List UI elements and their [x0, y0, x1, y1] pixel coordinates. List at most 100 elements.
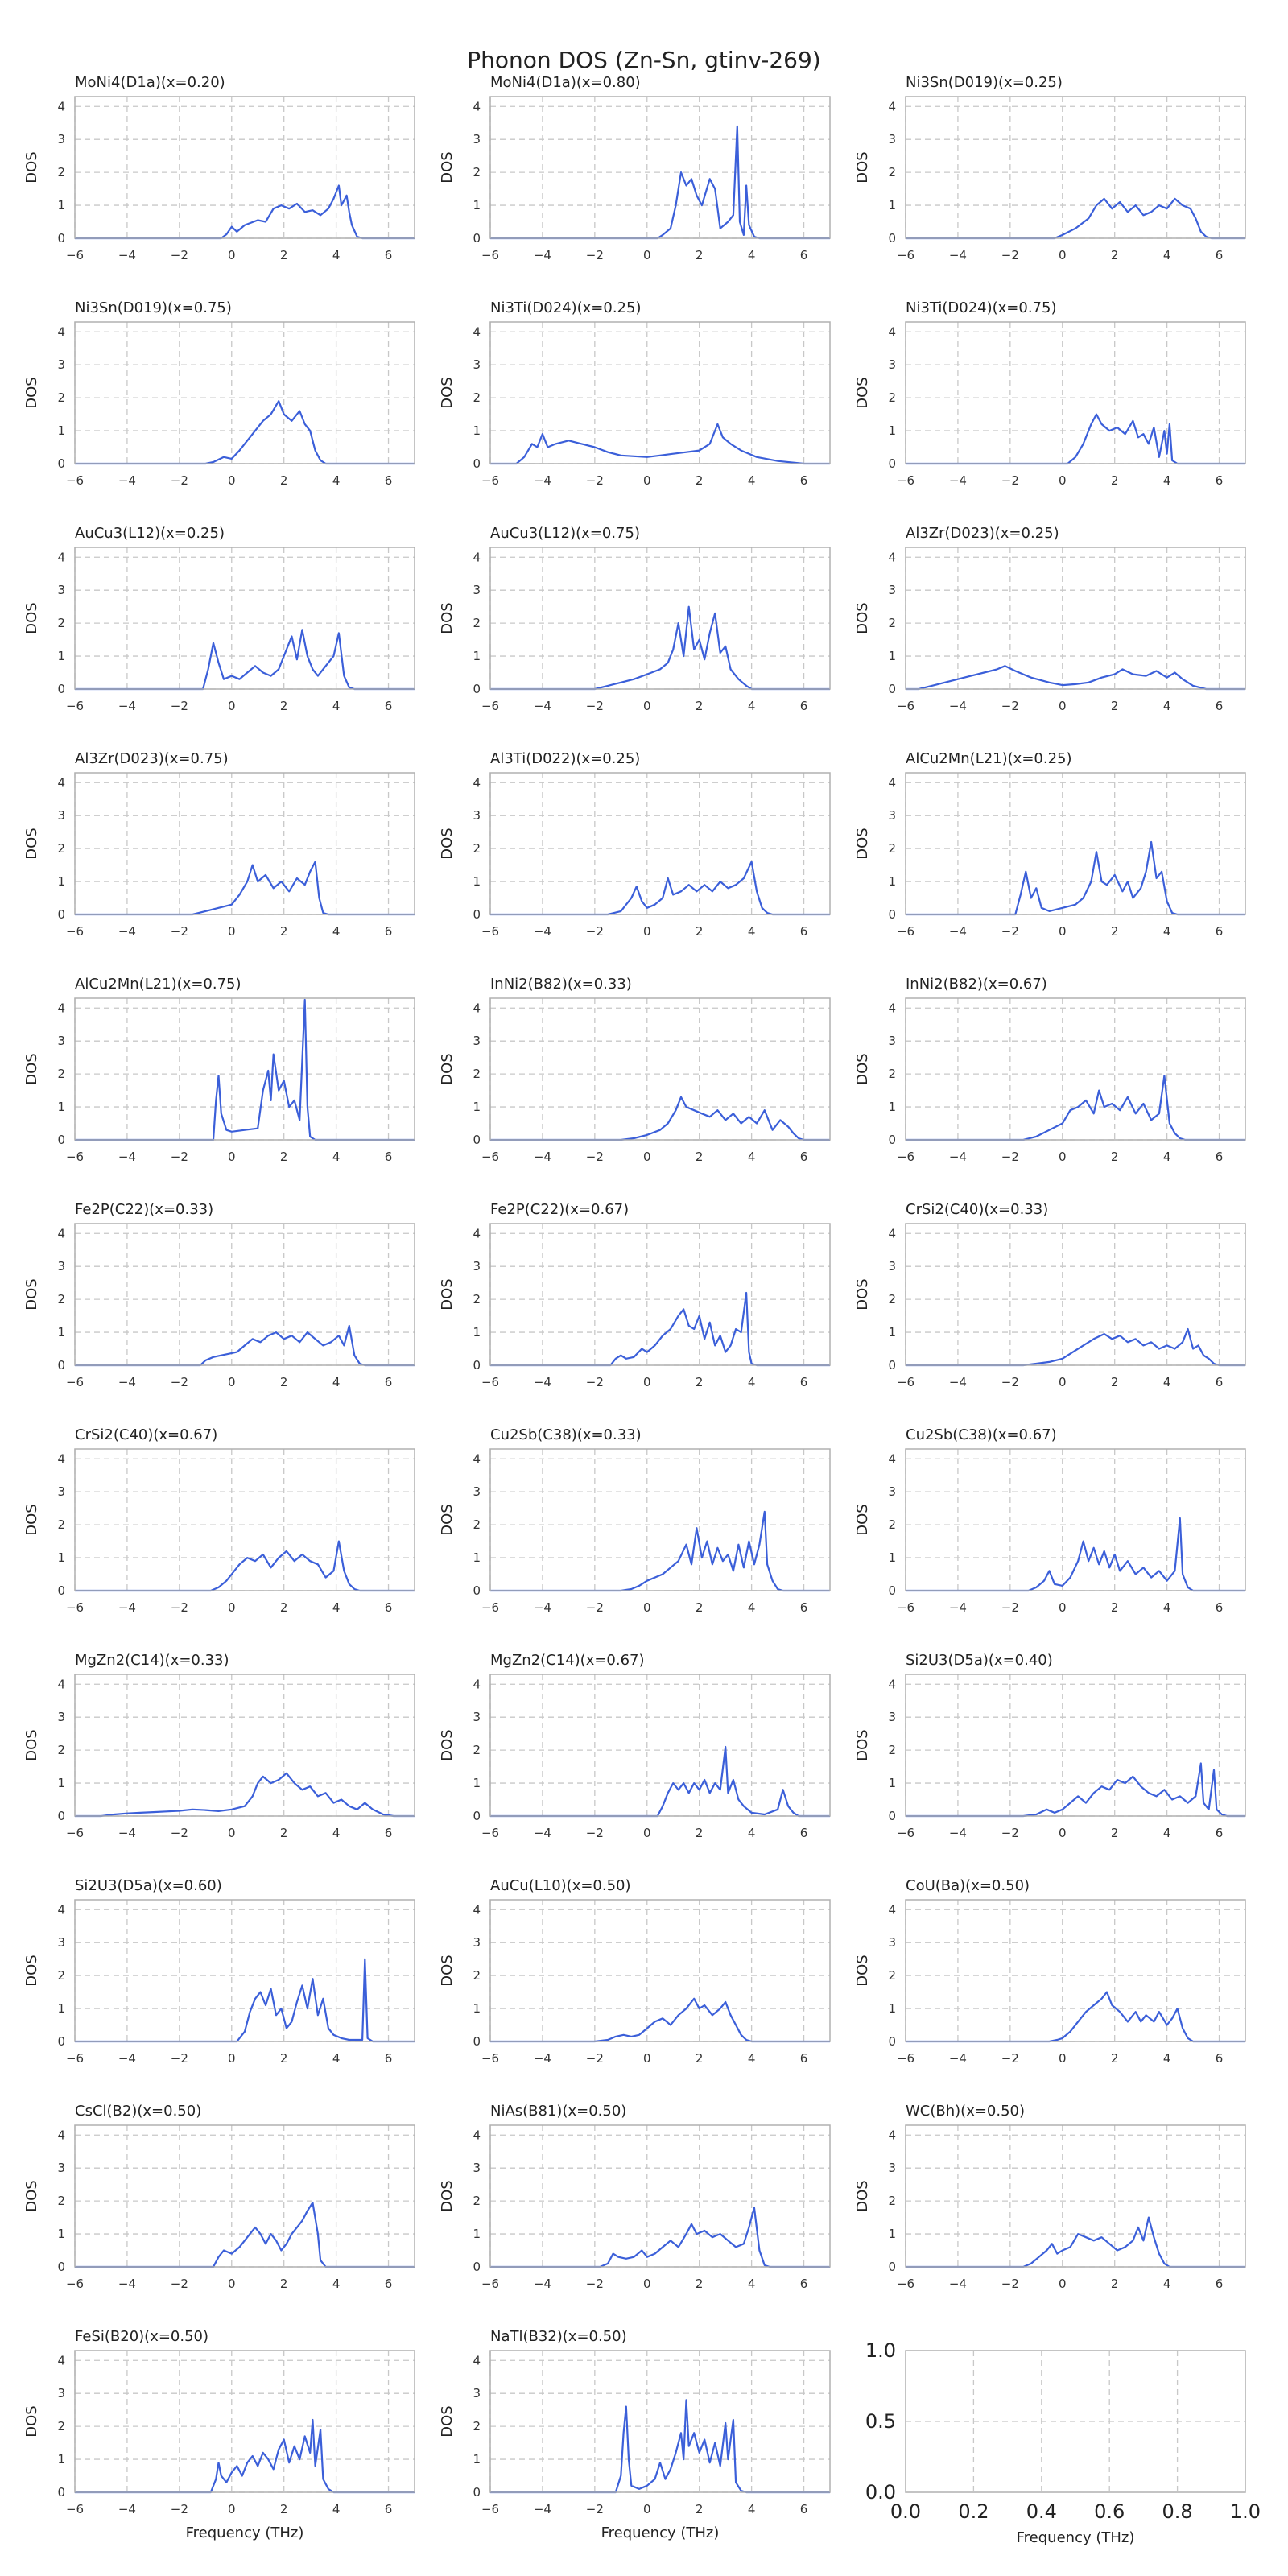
x-tick-label: 6 [1216, 2277, 1224, 2291]
y-tick-label: 4 [888, 550, 896, 564]
x-tick-label: 2 [696, 924, 704, 939]
dos-panel: −6 −4 −2 0 2 4 6 0 1 2 3 4 NiAs(B81)(x=0.50) DOS [439, 2103, 831, 2291]
panel-title: Ni3Sn(D019)(x=0.75) [75, 299, 232, 316]
y-tick-label: 1 [57, 423, 65, 438]
y-axis-label: DOS [854, 151, 871, 183]
dos-panel: −6 −4 −2 0 2 4 6 0 1 2 3 4 Fe2P(C22)(x=0.33) DOS [23, 1201, 415, 1389]
plot-area [75, 998, 415, 1140]
x-tick-label: 0 [228, 2051, 236, 2066]
y-tick-label: 1.0 [865, 2339, 896, 2362]
plot-frame [905, 1674, 1246, 1817]
panel-title: Ni3Sn(D019)(x=0.25) [906, 74, 1063, 91]
x-tick-label: −6 [897, 924, 914, 939]
x-tick-label: 0 [1059, 1375, 1067, 1389]
panel-title: MoNi4(D1a)(x=0.80) [490, 74, 641, 91]
x-tick-label: −4 [949, 1150, 967, 1164]
y-tick-label: 1 [473, 874, 481, 889]
x-tick-label: 2 [696, 2502, 704, 2516]
x-tick-label: −4 [534, 248, 551, 262]
plot-area [75, 547, 415, 689]
x-tick-label: 0.8 [1162, 2500, 1193, 2523]
y-tick-label: 0 [57, 1809, 65, 1823]
plot-frame [489, 2124, 831, 2268]
plot-frame [905, 2124, 1246, 2268]
y-tick-label: 0 [473, 2260, 481, 2274]
plot-area [906, 1900, 1245, 2041]
x-tick-label: −2 [586, 1826, 604, 1840]
x-tick-label: −6 [481, 699, 499, 713]
dos-series-line [906, 413, 1245, 465]
x-tick-label: 6 [385, 924, 393, 939]
y-tick-label: 1 [57, 874, 65, 889]
y-tick-label: 1 [888, 198, 896, 213]
x-tick-label: −6 [897, 1600, 914, 1615]
plot-area [490, 97, 830, 238]
panel-title: CrSi2(C40)(x=0.33) [906, 1201, 1048, 1218]
x-tick-label: −4 [949, 473, 967, 488]
x-tick-label: 6 [1216, 1150, 1224, 1164]
y-axis-label: DOS [854, 2180, 871, 2211]
x-tick-label: −2 [1001, 1826, 1019, 1840]
dos-panel: −6 −4 −2 0 2 4 6 0 1 2 3 4 Al3Zr(D023)(x=0.75) DOS [23, 750, 415, 939]
y-tick-label: 1 [473, 1100, 481, 1114]
dos-series-line [75, 998, 415, 1141]
y-axis-label: DOS [854, 828, 871, 859]
x-tick-label: −4 [534, 1600, 551, 1615]
x-tick-label: 4 [332, 699, 341, 713]
y-tick-label: 2 [57, 616, 65, 630]
y-axis-label: DOS [439, 1278, 456, 1310]
dos-panel: −6 −4 −2 0 2 4 6 0 1 2 3 4 AlCu2Mn(L21)(x=0.25) DOS [854, 750, 1246, 939]
y-tick-label: 0 [473, 907, 481, 922]
x-tick-label: 6 [1216, 2051, 1224, 2066]
x-tick-label: 2 [696, 1826, 704, 1840]
plot-area [490, 1674, 830, 1816]
dos-series-line [75, 629, 415, 691]
panel-title: Ni3Ti(D024)(x=0.25) [490, 299, 641, 316]
y-tick-label: 1 [57, 2227, 65, 2241]
y-tick-label: 0 [57, 1133, 65, 1147]
y-tick-label: 1 [888, 2227, 896, 2241]
x-tick-label: −2 [1001, 1375, 1019, 1389]
plot-frame [74, 1899, 415, 2042]
dos-series-line [490, 1745, 830, 1818]
plot-area [906, 1674, 1245, 1816]
x-tick-label: 6 [800, 1600, 808, 1615]
plot-area [75, 1900, 415, 2041]
y-tick-label: 0 [888, 1809, 896, 1823]
y-tick-label: 3 [888, 132, 896, 147]
y-tick-label: 2 [888, 1067, 896, 1081]
dos-panel: −6 −4 −2 0 2 4 6 0 1 2 3 4 Si2U3(D5a)(x=0.60) DOS [23, 1877, 415, 2066]
x-tick-label: 6 [1216, 1600, 1224, 1615]
plot-frame [905, 1448, 1246, 1591]
x-tick-label: 4 [1163, 1375, 1171, 1389]
x-tick-label: 0 [1059, 924, 1067, 939]
y-tick-label: 3 [473, 808, 481, 823]
x-tick-label: −6 [897, 2277, 914, 2291]
x-tick-label: −2 [586, 473, 604, 488]
dos-panel: −6 −4 −2 0 2 4 6 0 1 2 3 4 MgZn2(C14)(x=0.67) DOS [439, 1652, 831, 1840]
x-tick-label: −4 [949, 2277, 967, 2291]
x-tick-label: 0 [228, 924, 236, 939]
x-tick-label: 4 [1163, 699, 1171, 713]
y-axis-label: DOS [23, 1053, 40, 1084]
y-tick-label: 2 [473, 1968, 481, 1983]
panel-title: Fe2P(C22)(x=0.67) [490, 1201, 629, 1218]
x-tick-label: 2 [280, 2277, 288, 2291]
plot-frame [489, 1448, 831, 1591]
y-tick-label: 3 [888, 357, 896, 372]
y-tick-label: 0 [888, 231, 896, 246]
y-tick-label: 2 [888, 2194, 896, 2208]
dos-panel: −6 −4 −2 0 2 4 6 0 1 2 3 4 Cu2Sb(C38)(x=0.67) DOS [854, 1426, 1246, 1615]
x-tick-label: −2 [1001, 248, 1019, 262]
y-tick-label: 2 [57, 1517, 65, 1532]
y-tick-label: 1 [473, 1776, 481, 1790]
dos-series-line [75, 2202, 415, 2268]
plot-frame [489, 997, 831, 1141]
x-tick-label: 0 [643, 1600, 651, 1615]
y-axis-label: DOS [854, 1729, 871, 1761]
x-tick-label: 0 [228, 699, 236, 713]
y-tick-label: 1 [473, 2227, 481, 2241]
x-tick-label: 6 [800, 699, 808, 713]
panel-grid: −6 −4 −2 0 2 4 6 0 1 2 3 4 MoNi4(D1a)(x=0.20) DOS −6 −4… [23, 74, 1261, 2546]
y-tick-label: 1 [473, 2001, 481, 2016]
